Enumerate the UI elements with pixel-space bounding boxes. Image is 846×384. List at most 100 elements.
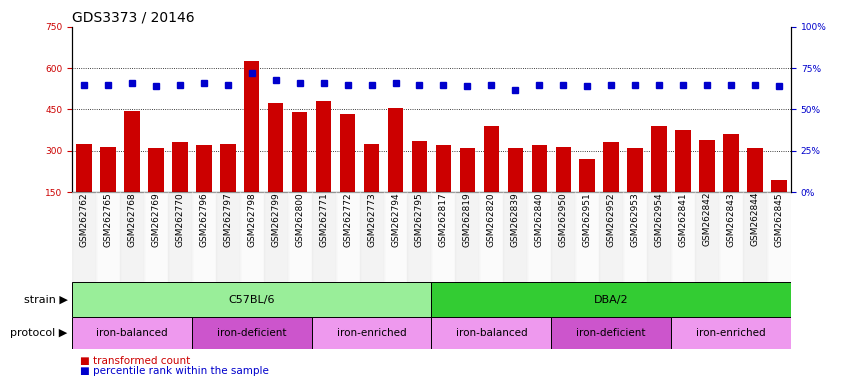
Text: GSM262953: GSM262953 (631, 192, 640, 247)
Bar (480, 192, 503, 282)
Bar (168, 192, 192, 282)
Bar (244, 61, 260, 192)
Text: iron-balanced: iron-balanced (96, 328, 168, 338)
Bar (72, 317, 192, 349)
Bar (675, 130, 691, 192)
Text: protocol ▶: protocol ▶ (10, 328, 68, 338)
Text: iron-deficient: iron-deficient (217, 328, 287, 338)
Text: GSM262771: GSM262771 (319, 192, 328, 247)
Text: GSM262765: GSM262765 (103, 192, 113, 247)
Bar (647, 192, 671, 282)
Bar (72, 282, 431, 317)
Text: GSM262768: GSM262768 (128, 192, 136, 247)
Text: GSM262842: GSM262842 (703, 192, 711, 247)
Bar (408, 192, 431, 282)
Bar (552, 192, 575, 282)
Text: ■ transformed count: ■ transformed count (80, 356, 190, 366)
Bar (172, 142, 188, 192)
Text: GSM262840: GSM262840 (535, 192, 544, 247)
Text: GSM262795: GSM262795 (415, 192, 424, 247)
Text: GSM262839: GSM262839 (511, 192, 519, 247)
Bar (100, 147, 116, 192)
Bar (599, 192, 624, 282)
Bar (268, 103, 283, 192)
Bar (292, 112, 307, 192)
Bar (311, 192, 336, 282)
Bar (120, 192, 144, 282)
Bar (383, 192, 408, 282)
Text: GSM262843: GSM262843 (727, 192, 735, 247)
Text: iron-enriched: iron-enriched (337, 328, 406, 338)
Bar (96, 192, 120, 282)
Text: DBA/2: DBA/2 (594, 295, 629, 305)
Bar (603, 142, 619, 192)
Bar (364, 144, 379, 192)
Text: GSM262798: GSM262798 (247, 192, 256, 247)
Bar (628, 148, 643, 192)
Bar (412, 141, 427, 192)
Bar (336, 192, 360, 282)
Bar (772, 180, 787, 192)
Text: GSM262817: GSM262817 (439, 192, 448, 247)
Bar (455, 192, 480, 282)
Text: GSM262841: GSM262841 (678, 192, 688, 247)
Text: GSM262769: GSM262769 (151, 192, 160, 247)
Bar (484, 126, 499, 192)
Bar (360, 192, 383, 282)
Bar (124, 111, 140, 192)
Bar (220, 144, 235, 192)
Text: C57BL/6: C57BL/6 (228, 295, 275, 305)
Bar (671, 317, 791, 349)
Text: GSM262773: GSM262773 (367, 192, 376, 247)
Bar (387, 108, 404, 192)
Bar (431, 282, 791, 317)
Text: GSM262954: GSM262954 (655, 192, 663, 247)
Bar (431, 192, 455, 282)
Text: GSM262796: GSM262796 (200, 192, 208, 247)
Text: GSM262772: GSM262772 (343, 192, 352, 247)
Text: GSM262950: GSM262950 (559, 192, 568, 247)
Bar (719, 192, 743, 282)
Bar (459, 148, 475, 192)
Bar (671, 192, 695, 282)
Bar (580, 159, 595, 192)
Bar (575, 192, 599, 282)
Bar (192, 317, 311, 349)
Bar (192, 192, 216, 282)
Text: GSM262770: GSM262770 (175, 192, 184, 247)
Bar (556, 147, 571, 192)
Text: GSM262800: GSM262800 (295, 192, 304, 247)
Bar (743, 192, 767, 282)
Bar (76, 144, 91, 192)
Text: GSM262952: GSM262952 (607, 192, 616, 247)
Text: GDS3373 / 20146: GDS3373 / 20146 (72, 10, 195, 24)
Text: GSM262820: GSM262820 (487, 192, 496, 247)
Bar (311, 317, 431, 349)
Text: GSM262844: GSM262844 (750, 192, 760, 247)
Text: ■ percentile rank within the sample: ■ percentile rank within the sample (80, 366, 269, 376)
Bar (767, 192, 791, 282)
Text: GSM262797: GSM262797 (223, 192, 232, 247)
Text: iron-deficient: iron-deficient (576, 328, 646, 338)
Bar (144, 192, 168, 282)
Bar (288, 192, 311, 282)
Bar (700, 140, 715, 192)
Bar (264, 192, 288, 282)
Text: strain ▶: strain ▶ (24, 295, 68, 305)
Bar (531, 145, 547, 192)
Bar (747, 148, 763, 192)
Bar (651, 126, 667, 192)
Bar (216, 192, 239, 282)
Text: GSM262845: GSM262845 (775, 192, 783, 247)
Text: GSM262799: GSM262799 (272, 192, 280, 247)
Text: GSM262819: GSM262819 (463, 192, 472, 247)
Bar (239, 192, 264, 282)
Text: GSM262794: GSM262794 (391, 192, 400, 247)
Text: GSM262951: GSM262951 (583, 192, 591, 247)
Bar (552, 317, 671, 349)
Text: iron-balanced: iron-balanced (456, 328, 527, 338)
Bar (196, 145, 212, 192)
Bar (431, 317, 552, 349)
Bar (508, 148, 523, 192)
Text: iron-enriched: iron-enriched (696, 328, 766, 338)
